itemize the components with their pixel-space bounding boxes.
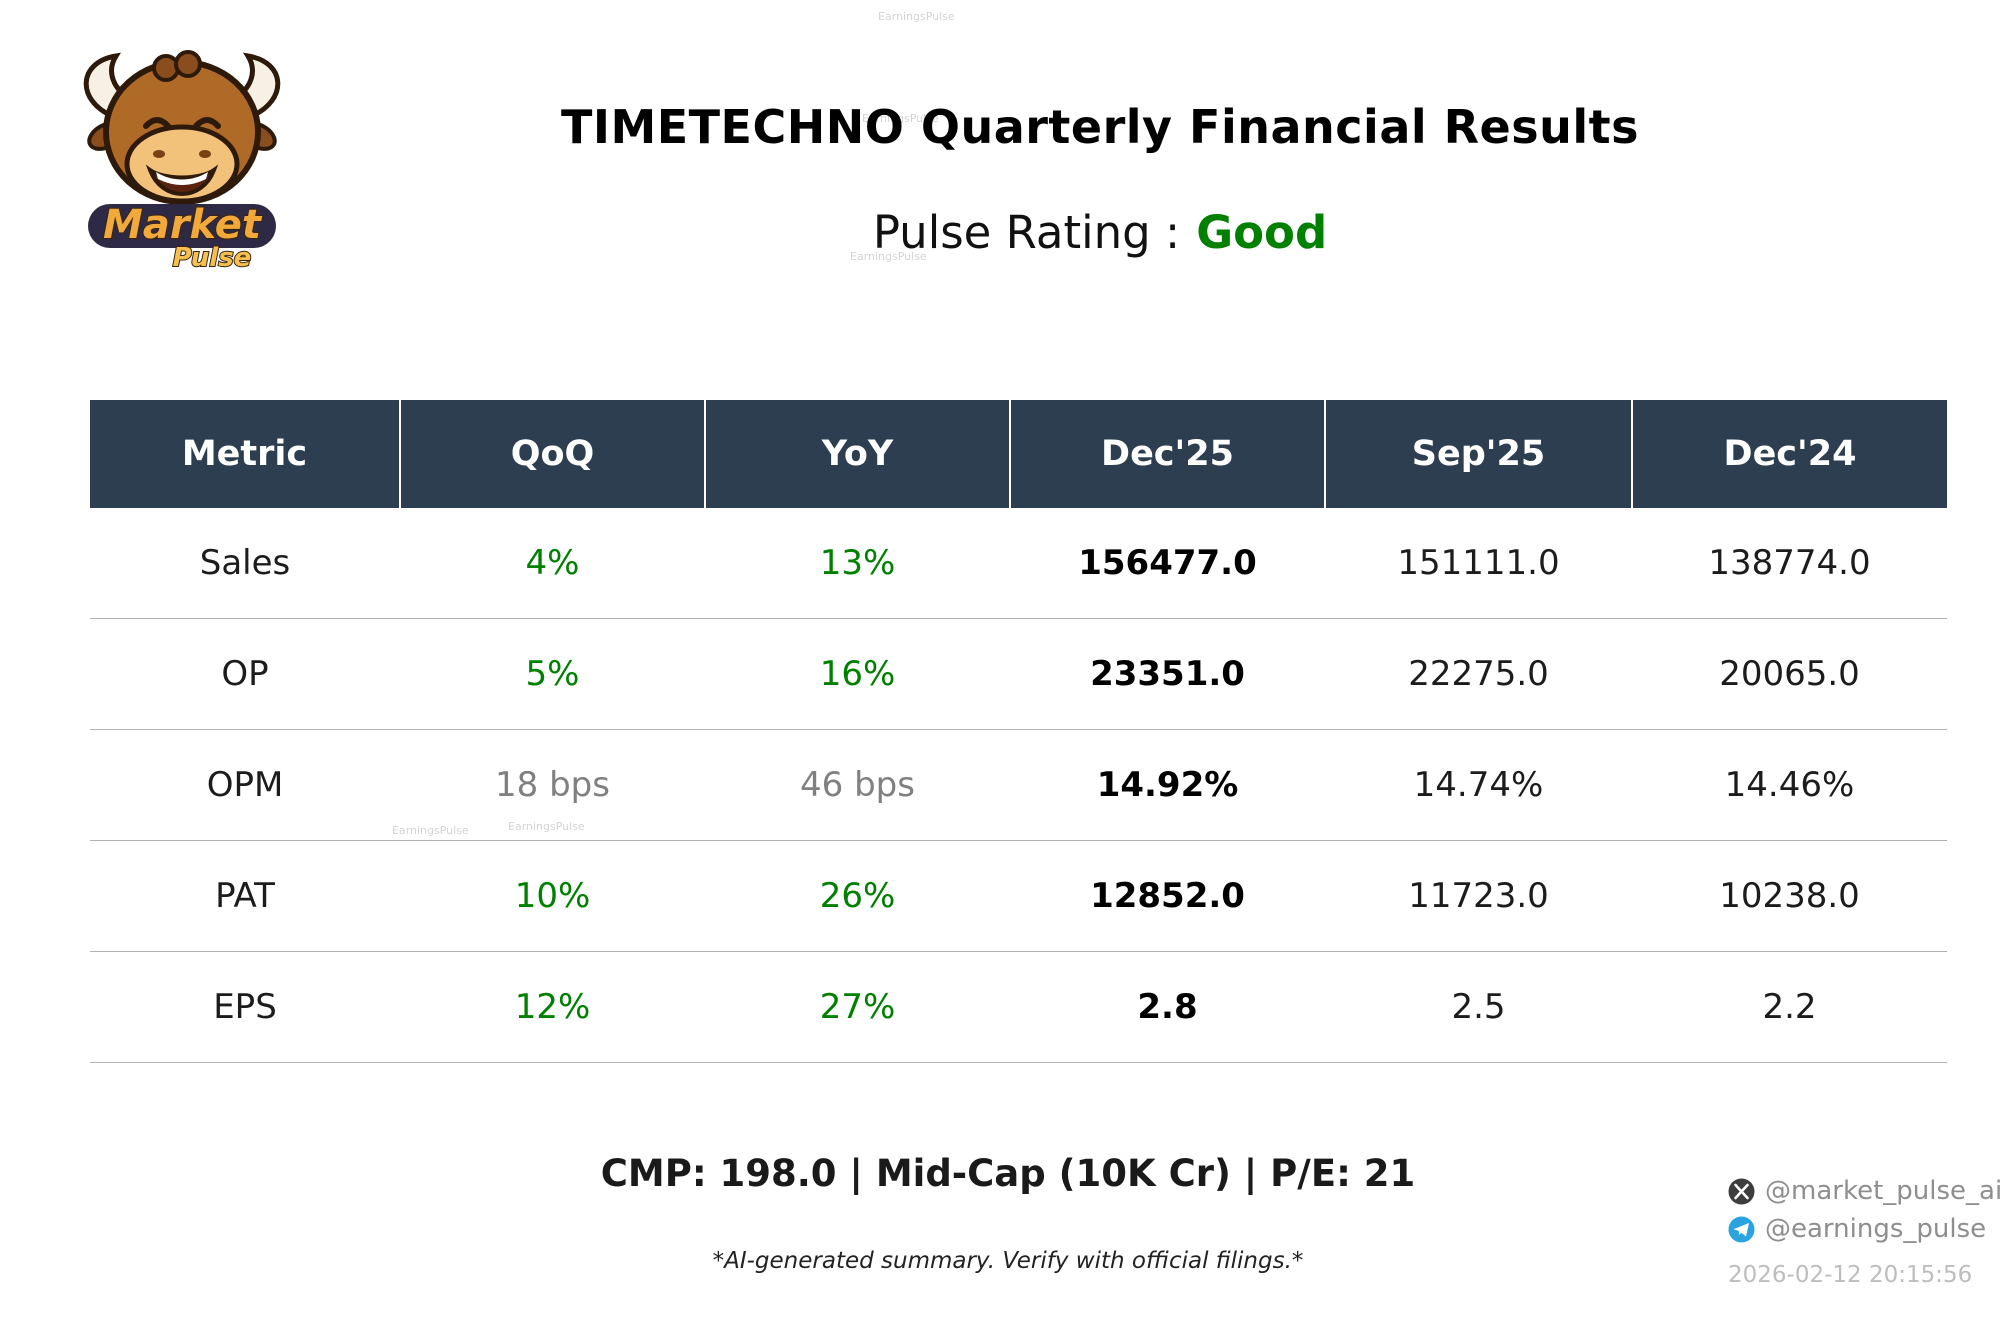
table-row: OP 5% 16% 23351.0 22275.0 20065.0: [90, 618, 1947, 730]
table-header-row: Metric QoQ YoY Dec'25 Sep'25 Dec'24: [90, 400, 1947, 508]
col-header-sep25: Sep'25: [1325, 400, 1633, 508]
sep25-cell: 14.74%: [1325, 729, 1632, 841]
telegram-handle-row: @earnings_pulse: [1728, 1214, 1986, 1244]
x-twitter-icon: [1728, 1178, 1755, 1204]
header: TIMETECHNO Quarterly Financial Results P…: [300, 100, 1900, 259]
metric-cell: PAT: [90, 840, 400, 952]
qoq-cell: 10%: [400, 840, 705, 952]
x-handle: @market_pulse_ai: [1765, 1176, 2003, 1206]
dec24-cell: 14.46%: [1632, 729, 1947, 841]
table-row: Sales 4% 13% 156477.0 151111.0 138774.0: [90, 508, 1947, 619]
metric-cell: OPM: [90, 729, 400, 841]
x-handle-row: @market_pulse_ai: [1728, 1176, 2002, 1206]
bull-mascot-icon: Market Pulse: [83, 50, 281, 274]
yoy-cell: 13%: [705, 508, 1010, 619]
qoq-cell: 12%: [400, 951, 705, 1063]
watermark: EarningsPulse: [878, 10, 955, 23]
pulse-rating-line: Pulse Rating : Good: [300, 206, 1900, 259]
table-row: EPS 12% 27% 2.8 2.5 2.2: [90, 951, 1947, 1063]
pulse-rating-label: Pulse Rating :: [872, 206, 1181, 259]
logo-brand-line2: Pulse: [173, 243, 252, 272]
table-row: PAT 10% 26% 12852.0 11723.0 10238.0: [90, 840, 1947, 952]
yoy-cell: 16%: [705, 618, 1010, 730]
col-header-metric: Metric: [90, 400, 401, 508]
dec24-cell: 138774.0: [1632, 508, 1947, 619]
logo-brand-line1: Market: [103, 202, 263, 248]
pulse-rating-value: Good: [1196, 206, 1328, 259]
sep25-cell: 2.5: [1325, 951, 1632, 1063]
telegram-handle: @earnings_pulse: [1765, 1214, 1987, 1244]
telegram-icon: [1728, 1216, 1755, 1242]
col-header-qoq: QoQ: [400, 400, 706, 508]
watermark: EarningsPulse: [862, 112, 939, 125]
qoq-cell: 5%: [400, 618, 705, 730]
metric-cell: Sales: [90, 508, 400, 619]
yoy-cell: 27%: [705, 951, 1010, 1063]
financials-table-wrap: Metric QoQ YoY Dec'25 Sep'25 Dec'24 Sale…: [90, 400, 1947, 1063]
col-header-dec25: Dec'25: [1010, 400, 1326, 508]
dec25-cell: 2.8: [1010, 951, 1325, 1063]
social-block: @market_pulse_ai @earnings_pulse 2026-02…: [1728, 1176, 2002, 1288]
dec25-cell: 14.92%: [1010, 729, 1325, 841]
metric-cell: OP: [90, 618, 400, 730]
qoq-cell: 4%: [400, 508, 705, 619]
generated-timestamp: 2026-02-12 20:15:56: [1728, 1262, 1973, 1288]
dec25-cell: 156477.0: [1010, 508, 1325, 619]
table-row: OPM 18 bps 46 bps 14.92% 14.74% 14.46%: [90, 729, 1947, 841]
market-pulse-logo: Market Pulse: [60, 36, 304, 274]
sep25-cell: 11723.0: [1325, 840, 1632, 952]
dec25-cell: 23351.0: [1010, 618, 1325, 730]
col-header-dec24: Dec'24: [1632, 400, 1947, 508]
financials-table: Metric QoQ YoY Dec'25 Sep'25 Dec'24 Sale…: [90, 400, 1947, 1063]
yoy-cell: 46 bps: [705, 729, 1010, 841]
cmp-summary-line: CMP: 198.0 | Mid-Cap (10K Cr) | P/E: 21: [600, 1152, 1416, 1195]
dec24-cell: 2.2: [1632, 951, 1947, 1063]
dec24-cell: 10238.0: [1632, 840, 1947, 952]
ai-disclaimer: *AI-generated summary. Verify with offic…: [712, 1248, 1304, 1274]
sep25-cell: 151111.0: [1325, 508, 1632, 619]
col-header-yoy: YoY: [705, 400, 1011, 508]
dec24-cell: 20065.0: [1632, 618, 1947, 730]
watermark: EarningsPulse: [850, 250, 927, 263]
metric-cell: EPS: [90, 951, 400, 1063]
yoy-cell: 26%: [705, 840, 1010, 952]
dec25-cell: 12852.0: [1010, 840, 1325, 952]
page-title: TIMETECHNO Quarterly Financial Results: [560, 100, 1640, 154]
qoq-cell: 18 bps: [400, 729, 705, 841]
sep25-cell: 22275.0: [1325, 618, 1632, 730]
